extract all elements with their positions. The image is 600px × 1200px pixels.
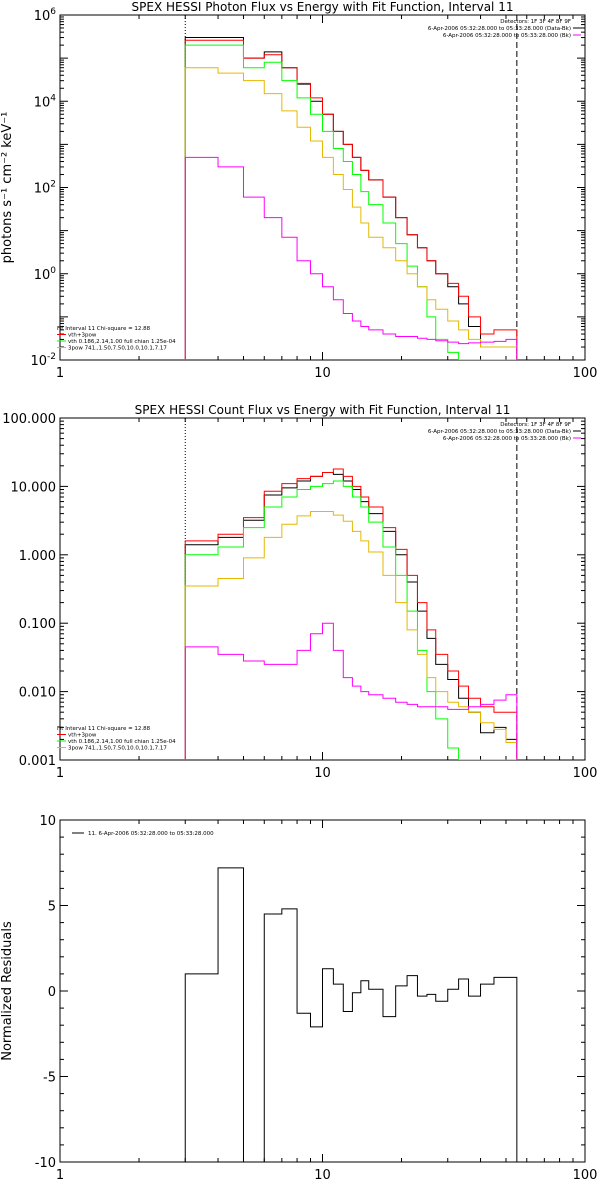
series-2-line xyxy=(184,39,518,360)
x-axis: 1 10 100 xyxy=(56,820,598,1183)
y-tick-label: 0.010 xyxy=(19,686,56,701)
series-4-line xyxy=(184,510,518,760)
fit-legend-text: Fit Interval 11 Chi-square = 12.88 xyxy=(57,326,151,332)
y-axis: -10 -5 0 5 10 xyxy=(35,814,585,1171)
residual-legend-text: 11. 6-Apr-2006 05:32:28.000 to 05:33:28.… xyxy=(88,831,214,837)
x-tick-label: 100 xyxy=(573,1168,598,1183)
plot-area xyxy=(184,867,518,1162)
chart-title: SPEX HESSI Count Flux vs Energy with Fit… xyxy=(135,403,511,417)
x-tick-label: 10 xyxy=(314,766,331,781)
plot-area xyxy=(184,418,518,760)
plot-frame xyxy=(59,14,586,361)
fit-legend-text: vth+3pow xyxy=(68,333,97,339)
y-tick-label: 0.100 xyxy=(19,617,56,632)
y-axis-label: Normalized Residuals xyxy=(0,921,15,1061)
detector-legend-text: 6-Apr-2006 05:32:28.000 to 05:33:28.000 … xyxy=(443,33,571,39)
detector-legend-text: Detectors: 1F 3F 4F 8F 9F xyxy=(500,19,571,25)
y-tick-label: 10 xyxy=(39,814,56,829)
x-tick-label: 100 xyxy=(573,766,598,781)
series-4-line xyxy=(184,67,518,360)
fit-legend-text: Fit Interval 11 Chi-square = 12.88 xyxy=(57,726,151,732)
detector-legend-text: Detectors: 1F 3F 4F 8F 9F xyxy=(500,422,571,428)
y-tick-label: -5 xyxy=(43,1071,56,1086)
detector-legend: Detectors: 1F 3F 4F 8F 9F6-Apr-2006 05:3… xyxy=(428,19,581,39)
x-tick-label: 1 xyxy=(56,766,64,781)
y-axis-label: photons s⁻¹ cm⁻² keV⁻¹ xyxy=(0,112,15,264)
detector-legend-text: 6-Apr-2006 05:32:28.000 to 05:33:28.000 … xyxy=(428,429,571,435)
chart-panel-1: SPEX HESSI Photon Flux vs Energy with Fi… xyxy=(0,0,597,381)
y-tick-label: 10.000 xyxy=(11,480,57,495)
series-1-line xyxy=(184,37,518,360)
x-tick-label: 1 xyxy=(56,1168,64,1183)
detector-legend: Detectors: 1F 3F 4F 8F 9F6-Apr-2006 05:3… xyxy=(428,422,581,442)
chart-title: SPEX HESSI Photon Flux vs Energy with Fi… xyxy=(132,0,514,14)
chart-panel-2: SPEX HESSI Count Flux vs Energy with Fit… xyxy=(2,403,597,781)
chart-panel-3: 1 10 100 -10 -5 0 5 10 Normalized Residuals 11. 6… xyxy=(0,814,597,1183)
y-tick-label: 106 xyxy=(34,7,57,24)
y-tick-label: 1.000 xyxy=(19,549,56,564)
y-tick-label: 10-2 xyxy=(30,352,56,369)
fit-legend: Fit Interval 11 Chi-square = 12.88vth+3p… xyxy=(57,726,176,752)
y-tick-label: -10 xyxy=(35,1156,56,1171)
detector-legend-text: 6-Apr-2006 05:32:28.000 to 05:33:28.000 … xyxy=(443,436,571,442)
x-tick-label: 10 xyxy=(314,366,331,381)
x-tick-label: 100 xyxy=(573,366,598,381)
y-axis: 0.001 0.010 0.100 1.000 10.000 100.000 xyxy=(2,412,585,769)
y-tick-label: 0 xyxy=(48,985,56,1000)
series-1-line xyxy=(184,471,518,760)
y-tick-label: 5 xyxy=(48,900,56,915)
x-axis: 1 10 100 xyxy=(56,15,598,381)
x-tick-label: 10 xyxy=(314,1168,331,1183)
series-2-line xyxy=(184,468,518,760)
y-tick-label: 102 xyxy=(34,180,56,197)
series-3-line xyxy=(184,44,517,360)
y-tick-label: 100.000 xyxy=(2,412,56,427)
series-1-line xyxy=(184,867,518,1162)
fit-legend-text: vth 0.186,2.14,1.00 full chian 1.25e-04 xyxy=(68,739,176,745)
y-tick-label: 100 xyxy=(34,266,57,283)
x-tick-label: 1 xyxy=(56,366,64,381)
residual-legend: 11. 6-Apr-2006 05:32:28.000 to 05:33:28.… xyxy=(72,831,214,837)
y-axis: 10-2 100 102 104 106 xyxy=(30,7,585,369)
series-5-line xyxy=(184,622,518,760)
y-tick-label: 104 xyxy=(34,93,57,110)
fit-legend-text: 3pow 741.,1.50,7.50,10.0,10.1,7.17 xyxy=(68,346,167,352)
fit-legend-text: 3pow 741.,1.50,7.50,10.0,10.1,7.17 xyxy=(68,746,167,752)
plot-frame xyxy=(59,417,586,761)
plot-area xyxy=(184,15,518,360)
series-3-line xyxy=(184,480,517,760)
x-axis: 1 10 100 xyxy=(56,418,598,781)
fit-legend-text: vth 0.186,2.14,1.00 full chian 1.25e-04 xyxy=(68,339,176,345)
series-5-line xyxy=(184,156,518,360)
y-tick-label: 0.001 xyxy=(19,754,56,769)
fit-legend: Fit Interval 11 Chi-square = 12.88vth+3p… xyxy=(57,326,176,352)
detector-legend-text: 6-Apr-2006 05:32:28.000 to 05:33:28.000 … xyxy=(428,26,571,32)
fit-legend-text: vth+3pow xyxy=(68,733,97,739)
